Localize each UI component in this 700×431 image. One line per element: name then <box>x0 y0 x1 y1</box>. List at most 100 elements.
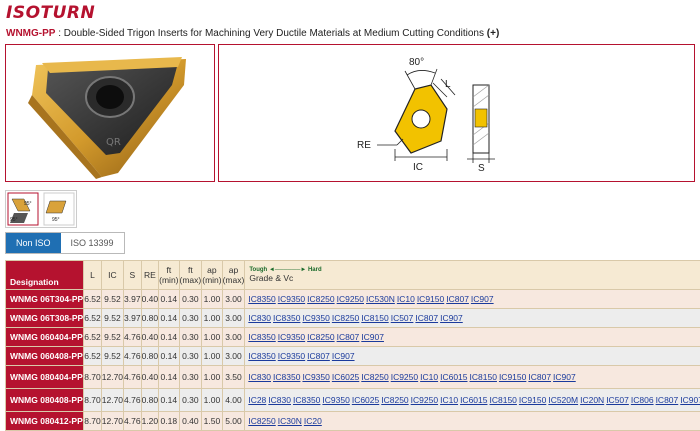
tab-non-iso[interactable]: Non ISO <box>6 233 61 253</box>
col-s[interactable]: S <box>124 261 142 290</box>
grade-link[interactable]: IC8350 <box>273 313 300 323</box>
grade-link[interactable]: IC9250 <box>411 395 438 405</box>
designation-cell[interactable]: WNMG 080412-PP <box>6 412 84 431</box>
designation-cell[interactable]: WNMG 080404-PP <box>6 366 84 389</box>
grade-link[interactable]: IC9350 <box>302 313 329 323</box>
dimension-drawing: 80° L RE IC S <box>219 45 694 181</box>
cell-ftmax: 0.30 <box>179 347 202 366</box>
grade-link[interactable]: IC9350 <box>278 351 305 361</box>
grade-link[interactable]: IC530N <box>366 294 395 304</box>
grade-link[interactable]: IC830 <box>248 372 271 382</box>
cell-apmax: 5.00 <box>222 412 245 431</box>
grade-link[interactable]: IC807 <box>656 395 679 405</box>
grade-link[interactable]: IC8350 <box>248 332 275 342</box>
grade-link[interactable]: IC8250 <box>307 332 334 342</box>
grade-link[interactable]: IC507 <box>391 313 414 323</box>
grade-link[interactable]: IC8350 <box>273 372 300 382</box>
grade-link[interactable]: IC8250 <box>332 313 359 323</box>
tab-iso-13399[interactable]: ISO 13399 <box>61 233 124 253</box>
grade-link[interactable]: IC807 <box>528 372 551 382</box>
grade-link[interactable]: IC907 <box>680 395 700 405</box>
grade-link[interactable]: IC8350 <box>248 294 275 304</box>
designation-cell[interactable]: WNMG 06T304-PP <box>6 290 84 309</box>
cell-apmax: 3.00 <box>222 309 245 328</box>
col-re[interactable]: RE <box>141 261 159 290</box>
approach-angle-b: 95° <box>10 217 18 223</box>
grade-link[interactable]: IC8150 <box>489 395 516 405</box>
designation-cell[interactable]: WNMG 080408-PP <box>6 389 84 412</box>
col-ft-min[interactable]: ft (min) <box>159 261 179 290</box>
grade-link[interactable]: IC9250 <box>337 294 364 304</box>
cell-apmax: 3.00 <box>222 347 245 366</box>
grade-link[interactable]: IC907 <box>332 351 355 361</box>
grade-link[interactable]: IC8350 <box>293 395 320 405</box>
col-l[interactable]: L <box>84 261 102 290</box>
grade-link[interactable]: IC10 <box>420 372 438 382</box>
approach-angle-a: 95° <box>24 201 32 207</box>
grade-link[interactable]: IC8250 <box>381 395 408 405</box>
grade-link[interactable]: IC9350 <box>322 395 349 405</box>
grade-link[interactable]: IC907 <box>471 294 494 304</box>
grade-link[interactable]: IC6015 <box>460 395 487 405</box>
col-designation[interactable]: Designation <box>6 261 84 290</box>
grade-link[interactable]: IC6015 <box>440 372 467 382</box>
grade-link[interactable]: IC806 <box>631 395 654 405</box>
cell-apmax: 4.00 <box>222 389 245 412</box>
grade-link[interactable]: IC9350 <box>278 332 305 342</box>
grade-link[interactable]: IC520M <box>548 395 578 405</box>
col-ap-max[interactable]: ap (max) <box>222 261 245 290</box>
grade-link[interactable]: IC9350 <box>302 372 329 382</box>
grade-link[interactable]: IC10 <box>397 294 415 304</box>
col-ap-min[interactable]: ap (min) <box>202 261 222 290</box>
grade-link[interactable]: IC907 <box>361 332 384 342</box>
approach-angle-thumbnail[interactable]: 95° 95° 95° <box>5 190 77 228</box>
cell-s: 3.97 <box>124 290 142 309</box>
cell-ic: 9.52 <box>101 347 123 366</box>
cell-re: 0.40 <box>141 328 159 347</box>
grade-link[interactable]: IC807 <box>307 351 330 361</box>
expand-plus-button[interactable]: (+) <box>487 28 500 39</box>
grade-link[interactable]: IC830 <box>248 313 271 323</box>
grade-link[interactable]: IC9250 <box>391 372 418 382</box>
grade-link[interactable]: IC6025 <box>332 372 359 382</box>
product-description: : Double-Sided Trigon Inserts for Machin… <box>58 28 484 39</box>
col-ft-max[interactable]: ft (max) <box>179 261 202 290</box>
grade-link[interactable]: IC8150 <box>470 372 497 382</box>
grade-link[interactable]: IC9150 <box>417 294 444 304</box>
grade-link[interactable]: IC30N <box>278 416 302 426</box>
grade-link[interactable]: IC830 <box>268 395 291 405</box>
grade-link[interactable]: IC28 <box>248 395 266 405</box>
ic-label: IC <box>413 162 423 173</box>
grade-link[interactable]: IC507 <box>606 395 629 405</box>
grade-link[interactable]: IC9150 <box>519 395 546 405</box>
grade-link[interactable]: IC907 <box>440 313 463 323</box>
grade-link[interactable]: IC807 <box>415 313 438 323</box>
grade-link[interactable]: IC8250 <box>248 416 275 426</box>
cell-apmax: 3.50 <box>222 366 245 389</box>
col-ic[interactable]: IC <box>101 261 123 290</box>
cell-ftmin: 0.14 <box>159 347 179 366</box>
product-code: WNMG-PP <box>6 28 55 39</box>
grade-link[interactable]: IC907 <box>553 372 576 382</box>
grade-link[interactable]: IC807 <box>337 332 360 342</box>
grade-link[interactable]: IC10 <box>440 395 458 405</box>
grade-link[interactable]: IC6025 <box>352 395 379 405</box>
designation-cell[interactable]: WNMG 060408-PP <box>6 347 84 366</box>
grade-link[interactable]: IC8250 <box>361 372 388 382</box>
cell-ftmin: 0.14 <box>159 328 179 347</box>
standard-tabs: Non ISO ISO 13399 <box>5 232 125 254</box>
grade-link[interactable]: IC8250 <box>307 294 334 304</box>
grade-link[interactable]: IC9350 <box>278 294 305 304</box>
grade-link[interactable]: IC20N <box>580 395 604 405</box>
grade-link[interactable]: IC807 <box>446 294 469 304</box>
grade-link[interactable]: IC8350 <box>248 351 275 361</box>
designation-cell[interactable]: WNMG 060404-PP <box>6 328 84 347</box>
insert-photo-panel: QR <box>5 44 215 182</box>
designation-cell[interactable]: WNMG 06T308-PP <box>6 309 84 328</box>
cell-l: 6.52 <box>84 328 102 347</box>
grade-link[interactable]: IC8150 <box>361 313 388 323</box>
grade-link[interactable]: IC9150 <box>499 372 526 382</box>
grade-link[interactable]: IC20 <box>304 416 322 426</box>
